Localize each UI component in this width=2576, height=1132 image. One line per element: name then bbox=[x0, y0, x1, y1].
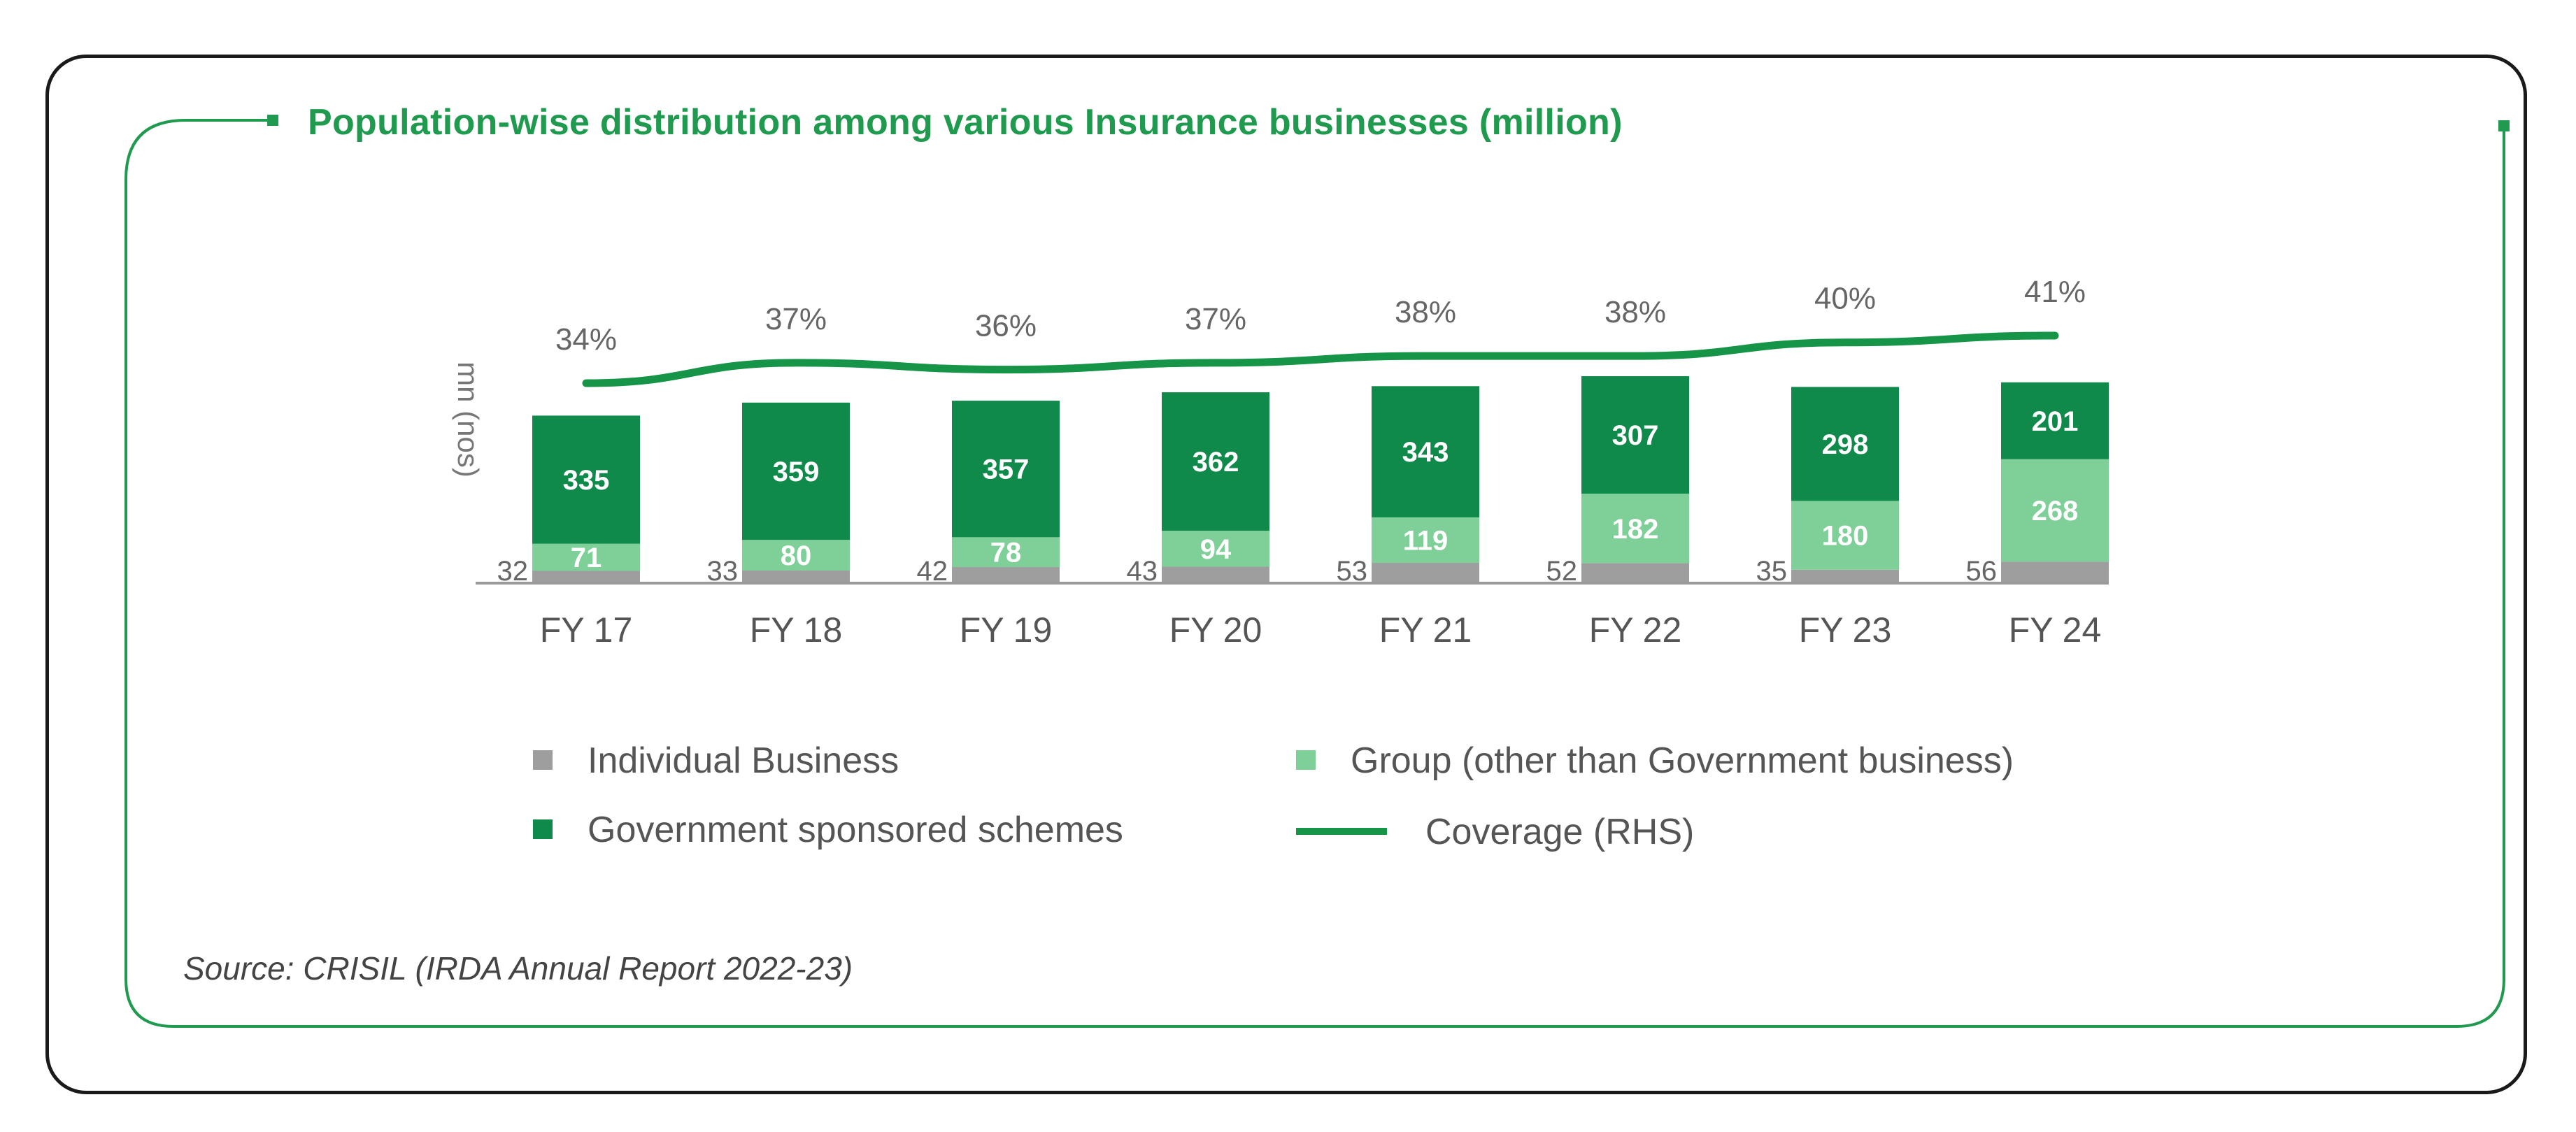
coverage-label-0: 34% bbox=[555, 322, 617, 357]
y-axis-label: mn (nos) bbox=[452, 361, 485, 478]
bar-group-1 bbox=[742, 540, 850, 571]
label-government-7: 201 bbox=[2032, 406, 2079, 437]
label-government-2: 357 bbox=[983, 454, 1030, 485]
bar-government-6 bbox=[1791, 387, 1899, 501]
legend-government: Government sponsored schemes bbox=[533, 809, 1123, 851]
bar-individual-0 bbox=[532, 571, 640, 583]
legend-coverage: Coverage (RHS) bbox=[1296, 811, 1694, 853]
label-group-0: 71 bbox=[571, 543, 602, 573]
legend-individual: Individual Business bbox=[533, 740, 899, 782]
legend-coverage-label: Coverage (RHS) bbox=[1425, 812, 1695, 852]
x-tick-label-0: FY 17 bbox=[540, 610, 633, 650]
label-individual-1: 33 bbox=[707, 556, 739, 587]
coverage-label-3: 37% bbox=[1185, 302, 1246, 336]
bar-government-4 bbox=[1372, 386, 1479, 517]
bar-government-1 bbox=[742, 402, 850, 540]
bar-group-4 bbox=[1372, 517, 1479, 564]
label-group-1: 80 bbox=[781, 540, 812, 571]
bar-group-0 bbox=[532, 543, 640, 571]
label-individual-0: 32 bbox=[497, 556, 529, 587]
bar-group-6 bbox=[1791, 501, 1899, 570]
bar-individual-5 bbox=[1581, 563, 1689, 583]
label-individual-5: 52 bbox=[1546, 556, 1578, 587]
bar-individual-4 bbox=[1372, 563, 1479, 583]
label-government-1: 359 bbox=[773, 457, 820, 487]
chart-title: Population-wise distribution among vario… bbox=[308, 102, 1623, 143]
coverage-line bbox=[582, 331, 2059, 387]
x-tick-label-7: FY 24 bbox=[2009, 610, 2102, 650]
legend-group-swatch bbox=[1296, 750, 1316, 771]
x-tick-label-3: FY 20 bbox=[1169, 610, 1262, 650]
bar-government-2 bbox=[952, 401, 1060, 538]
bar-government-5 bbox=[1581, 376, 1689, 494]
x-tick-label-6: FY 23 bbox=[1799, 610, 1892, 650]
legend-group: Group (other than Government business) bbox=[1296, 740, 2014, 782]
label-individual-6: 35 bbox=[1756, 556, 1788, 587]
label-government-4: 343 bbox=[1402, 437, 1449, 468]
legend-government-swatch bbox=[533, 819, 553, 840]
label-government-5: 307 bbox=[1612, 420, 1659, 451]
bar-group-3 bbox=[1162, 531, 1269, 567]
bar-group-5 bbox=[1581, 494, 1689, 564]
coverage-label-1: 37% bbox=[765, 302, 827, 336]
x-tick-label-4: FY 21 bbox=[1379, 610, 1472, 650]
bar-group-2 bbox=[952, 537, 1060, 568]
label-individual-4: 53 bbox=[1337, 556, 1368, 587]
coverage-label-5: 38% bbox=[1604, 295, 1666, 329]
label-group-7: 268 bbox=[2032, 496, 2079, 526]
bar-individual-6 bbox=[1791, 569, 1899, 583]
bar-individual-1 bbox=[742, 570, 850, 583]
legend-individual-swatch bbox=[533, 750, 553, 771]
legend-individual-label: Individual Business bbox=[588, 740, 899, 781]
x-tick-label-2: FY 19 bbox=[960, 610, 1053, 650]
label-individual-2: 42 bbox=[917, 556, 948, 587]
bar-government-7 bbox=[2001, 382, 2109, 459]
label-group-4: 119 bbox=[1403, 525, 1449, 556]
source-note: Source: CRISIL (IRDA Annual Report 2022-… bbox=[183, 950, 853, 987]
label-government-6: 298 bbox=[1822, 429, 1869, 460]
label-individual-7: 56 bbox=[1966, 556, 1998, 587]
bar-individual-2 bbox=[952, 567, 1060, 583]
label-group-2: 78 bbox=[990, 538, 1022, 568]
bar-government-0 bbox=[532, 415, 640, 544]
outer-frame bbox=[45, 55, 2527, 1094]
legend-group-label: Group (other than Government business) bbox=[1351, 740, 2014, 781]
bar-government-3 bbox=[1162, 392, 1269, 531]
bar-individual-3 bbox=[1162, 566, 1269, 583]
label-government-3: 362 bbox=[1193, 447, 1239, 478]
label-group-5: 182 bbox=[1612, 514, 1659, 545]
label-group-3: 94 bbox=[1200, 534, 1232, 565]
label-group-6: 180 bbox=[1822, 521, 1869, 552]
x-tick-label-1: FY 18 bbox=[750, 610, 843, 650]
legend-government-label: Government sponsored schemes bbox=[588, 810, 1123, 850]
coverage-label-4: 38% bbox=[1395, 295, 1456, 329]
bar-group-7 bbox=[2001, 459, 2109, 562]
bar-individual-7 bbox=[2001, 561, 2109, 583]
coverage-label-2: 36% bbox=[975, 309, 1037, 343]
coverage-label-6: 40% bbox=[1814, 282, 1876, 316]
label-government-0: 335 bbox=[563, 465, 610, 496]
coverage-label-7: 41% bbox=[2024, 275, 2086, 309]
x-tick-label-5: FY 22 bbox=[1589, 610, 1682, 650]
legend-coverage-swatch bbox=[1296, 828, 1387, 836]
label-individual-3: 43 bbox=[1127, 556, 1158, 587]
